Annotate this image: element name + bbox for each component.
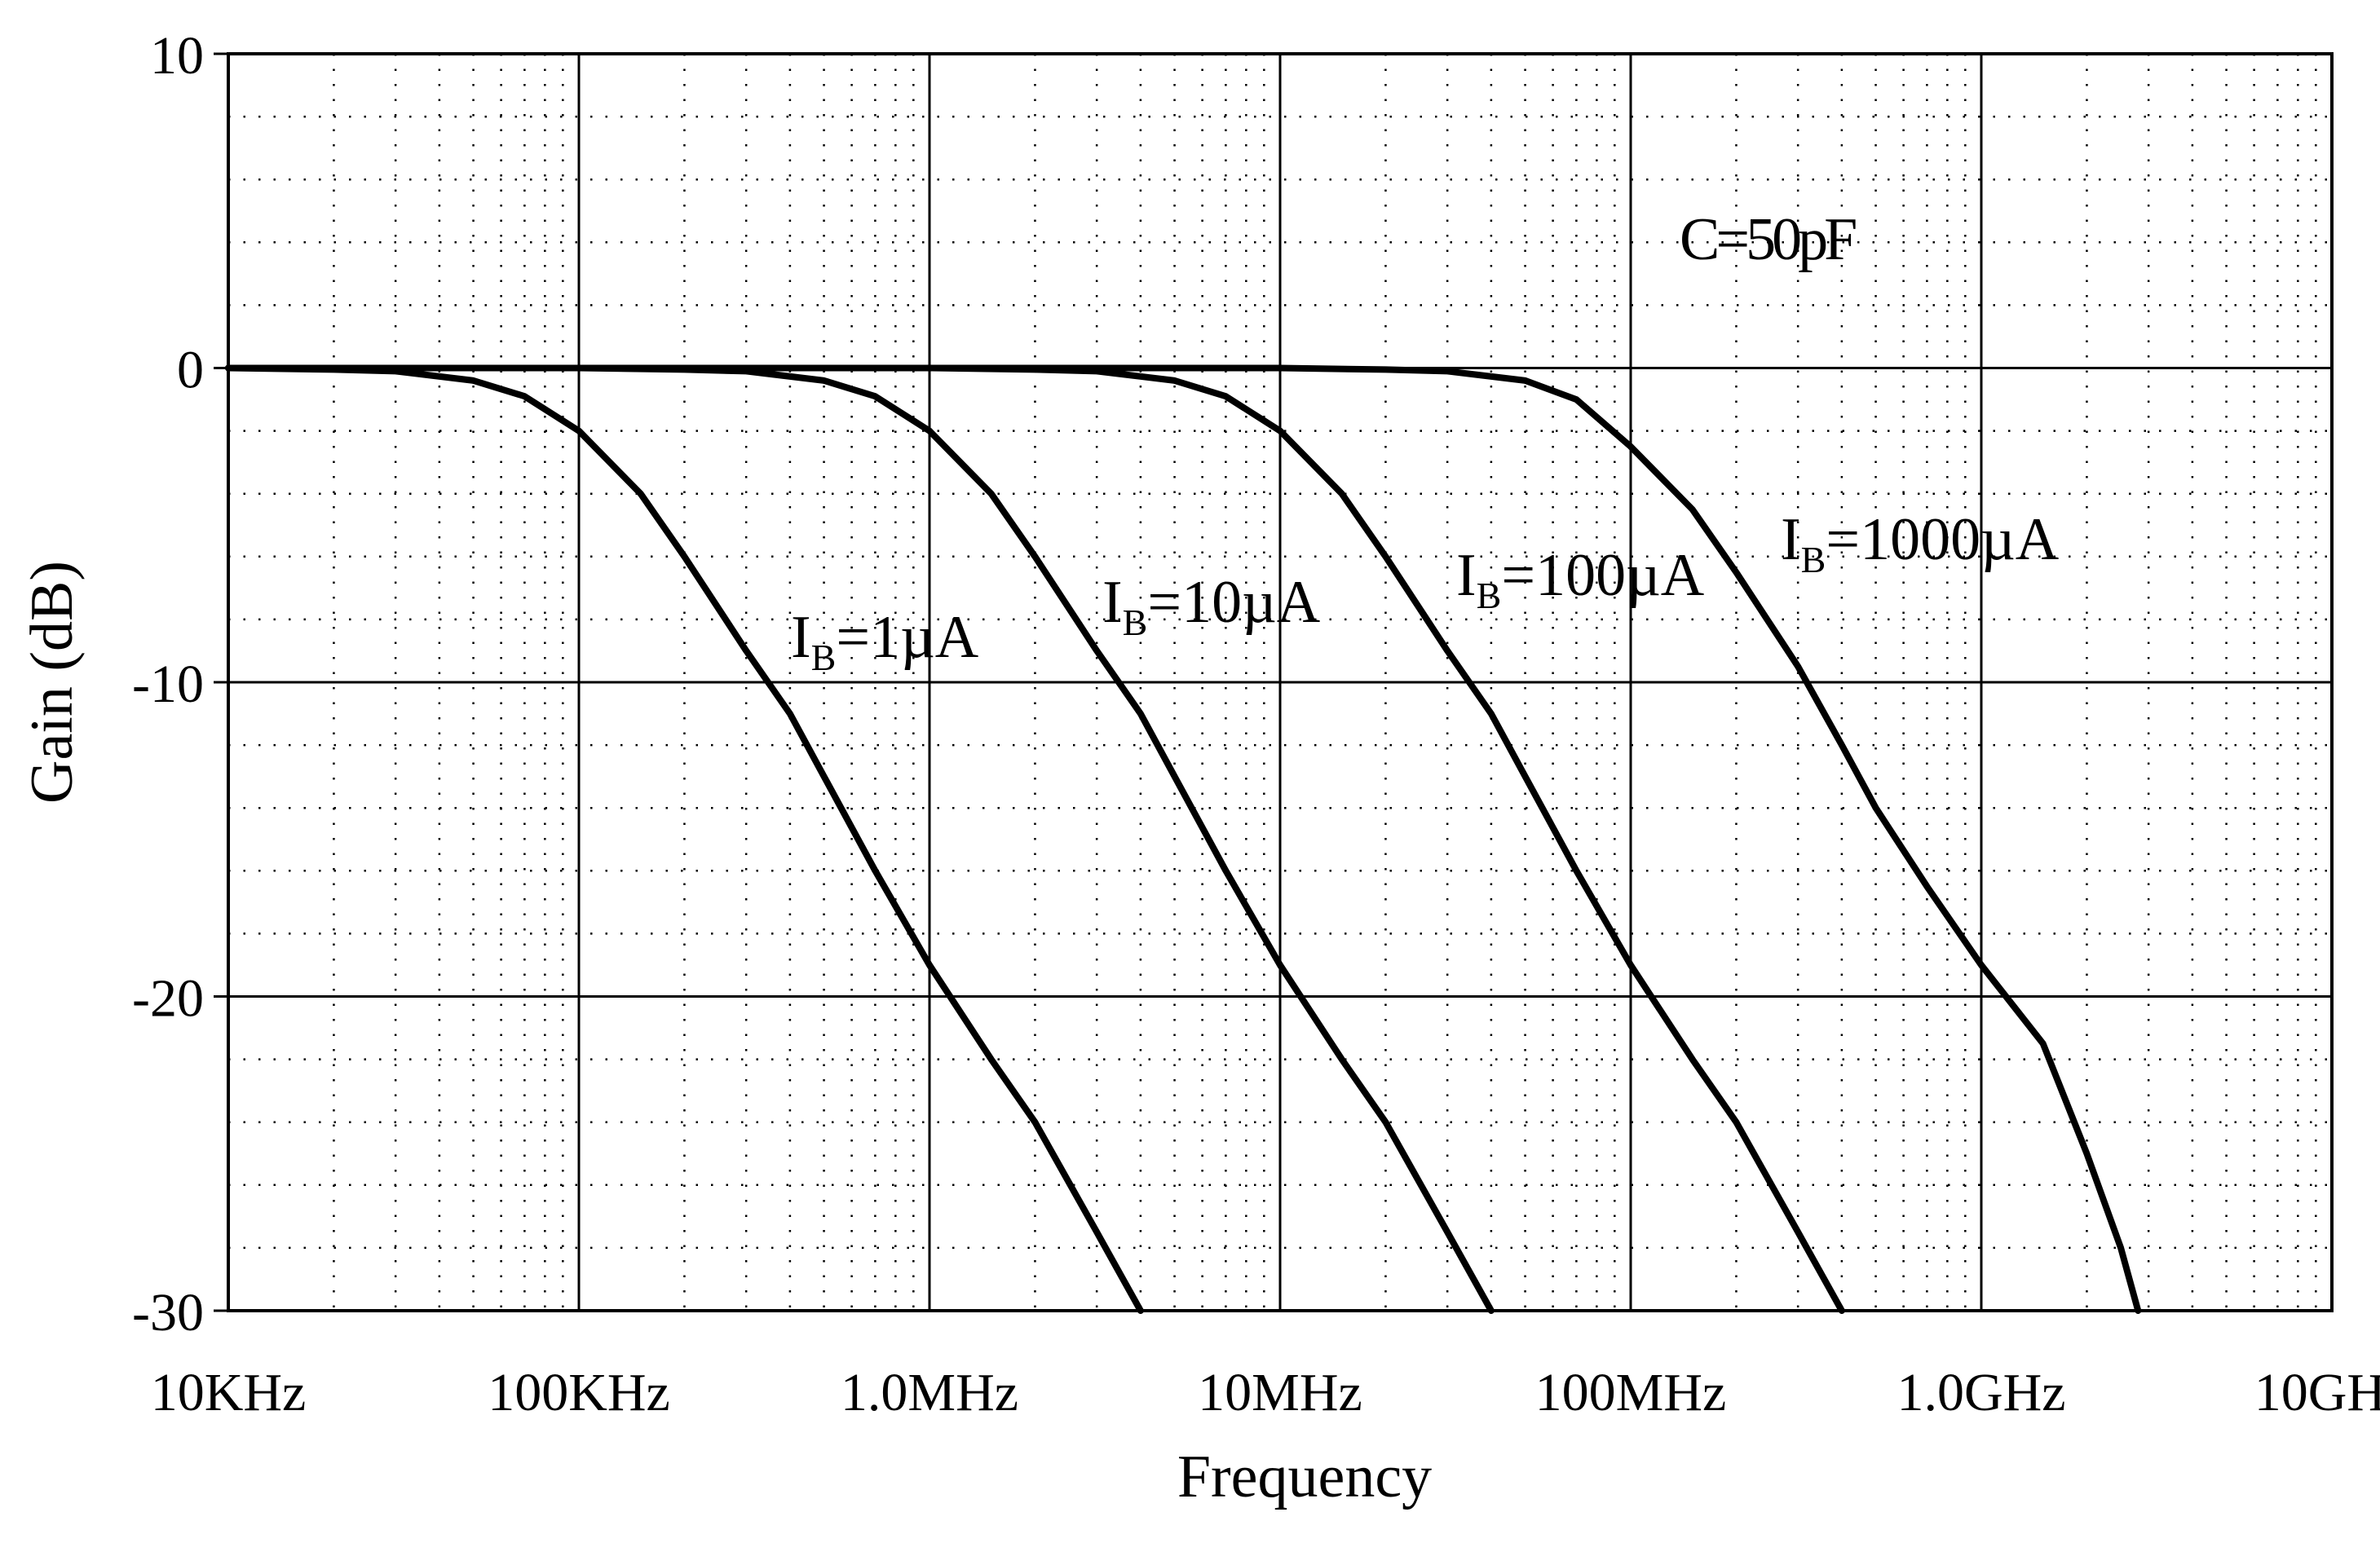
y-tick-label: -30 — [132, 1283, 204, 1342]
y-tick-label: 0 — [177, 341, 204, 400]
x-tick-label: 100MHz — [1535, 1363, 1727, 1422]
y-tick-label: -10 — [132, 655, 204, 714]
series-label-3: IB=100µA — [1456, 542, 1704, 616]
series-label-4: IB=1000µA — [1781, 506, 2059, 580]
x-tick-label: 10MHz — [1198, 1363, 1362, 1422]
y-tick-label: 10 — [150, 26, 204, 86]
x-axis-label: Frequency — [1177, 1444, 1432, 1510]
y-axis-tick-labels: 10 0 -10 -20 -30 — [132, 26, 204, 1342]
series-label-1: IB=1µA — [791, 604, 978, 678]
annotation-capacitance: C=50pF — [1680, 206, 1856, 273]
x-tick-label: 100KHz — [488, 1363, 670, 1422]
x-tick-label: 10KHz — [151, 1363, 307, 1422]
data-series — [225, 364, 2142, 1314]
y-tick-label: -20 — [132, 969, 204, 1029]
y-axis-label: Gain (dB) — [19, 561, 86, 804]
x-tick-label: 10GHz — [2254, 1363, 2380, 1422]
x-tick-label: 1.0MHz — [841, 1363, 1018, 1422]
y-axis-ticks — [214, 52, 228, 1312]
x-axis-tick-labels: 10KHz 100KHz 1.0MHz 10MHz 100MHz 1.0GHz 10GHz — [151, 1363, 2380, 1422]
series-line-4 — [225, 364, 2142, 1314]
series-labels: IB=1µA IB=10µA IB=100µA IB=1000µA — [791, 506, 2059, 678]
series-line-1 — [225, 364, 1144, 1314]
series-label-2: IB=10µA — [1102, 569, 1320, 643]
x-tick-label: 1.0GHz — [1896, 1363, 2065, 1422]
